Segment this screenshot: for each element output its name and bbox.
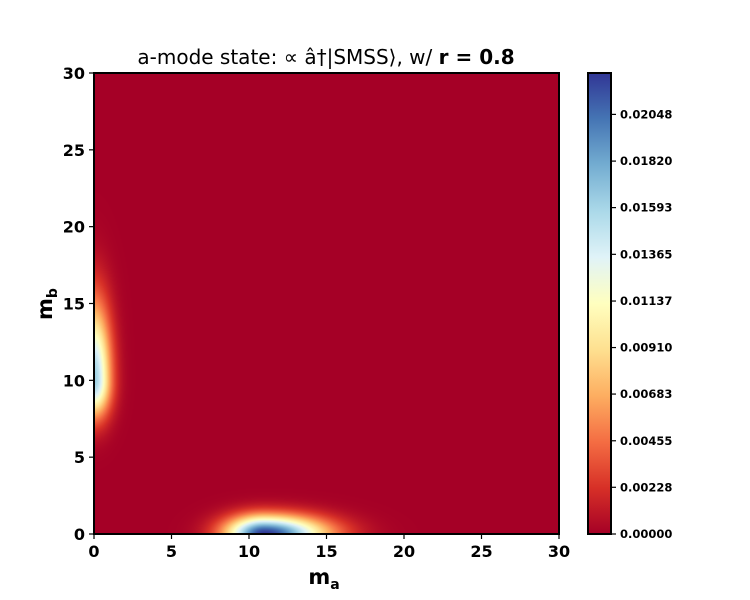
colorbar-frame bbox=[587, 72, 612, 535]
x-tick-label: 20 bbox=[393, 542, 415, 561]
y-tick-label: 0 bbox=[74, 525, 85, 544]
colorbar-tick-label: 0.00455 bbox=[620, 434, 672, 448]
heatmap-canvas bbox=[94, 73, 559, 534]
chart-title: a-mode state: ∝ â†|SMSS⟩, w/ r = 0.8 bbox=[137, 45, 514, 69]
x-axis-label: ma bbox=[308, 565, 339, 593]
colorbar-tick-label: 0.01137 bbox=[620, 294, 672, 308]
colorbar-tick-label: 0.01365 bbox=[620, 247, 672, 261]
x-tick-label: 15 bbox=[315, 542, 337, 561]
colorbar-tick-label: 0.01820 bbox=[620, 154, 672, 168]
y-tick-label: 5 bbox=[74, 448, 85, 467]
colorbar-tick-label: 0.00683 bbox=[620, 387, 672, 401]
x-tick-label: 0 bbox=[88, 542, 99, 561]
x-tick-label: 5 bbox=[166, 542, 177, 561]
y-tick-label: 30 bbox=[63, 64, 85, 83]
x-axis: 0 5 10 15 20 25 30 bbox=[88, 534, 570, 561]
x-tick-label: 30 bbox=[548, 542, 570, 561]
y-tick-label: 15 bbox=[63, 295, 85, 314]
x-tick-label: 10 bbox=[238, 542, 260, 561]
colorbar: 0.00000 0.00228 0.00455 0.00683 0.00910 0.011… bbox=[587, 72, 672, 541]
y-tick-label: 25 bbox=[63, 141, 85, 160]
y-axis-label: mb bbox=[33, 288, 61, 320]
colorbar-ticks: 0.00000 0.00228 0.00455 0.00683 0.00910 0.011… bbox=[611, 107, 672, 541]
heatmap-plot bbox=[93, 72, 560, 535]
colorbar-tick-label: 0.02048 bbox=[620, 107, 672, 121]
colorbar-tick-label: 0.00000 bbox=[620, 527, 672, 541]
colorbar-tick-label: 0.01593 bbox=[620, 201, 672, 215]
colorbar-gradient bbox=[588, 73, 611, 534]
y-tick-label: 20 bbox=[63, 218, 85, 237]
y-tick-label: 10 bbox=[63, 371, 85, 390]
x-tick-label: 25 bbox=[470, 542, 492, 561]
colorbar-tick-label: 0.00228 bbox=[620, 480, 672, 494]
y-axis: 0 5 10 15 20 25 30 bbox=[63, 64, 94, 544]
colorbar-tick-label: 0.00910 bbox=[620, 341, 672, 355]
